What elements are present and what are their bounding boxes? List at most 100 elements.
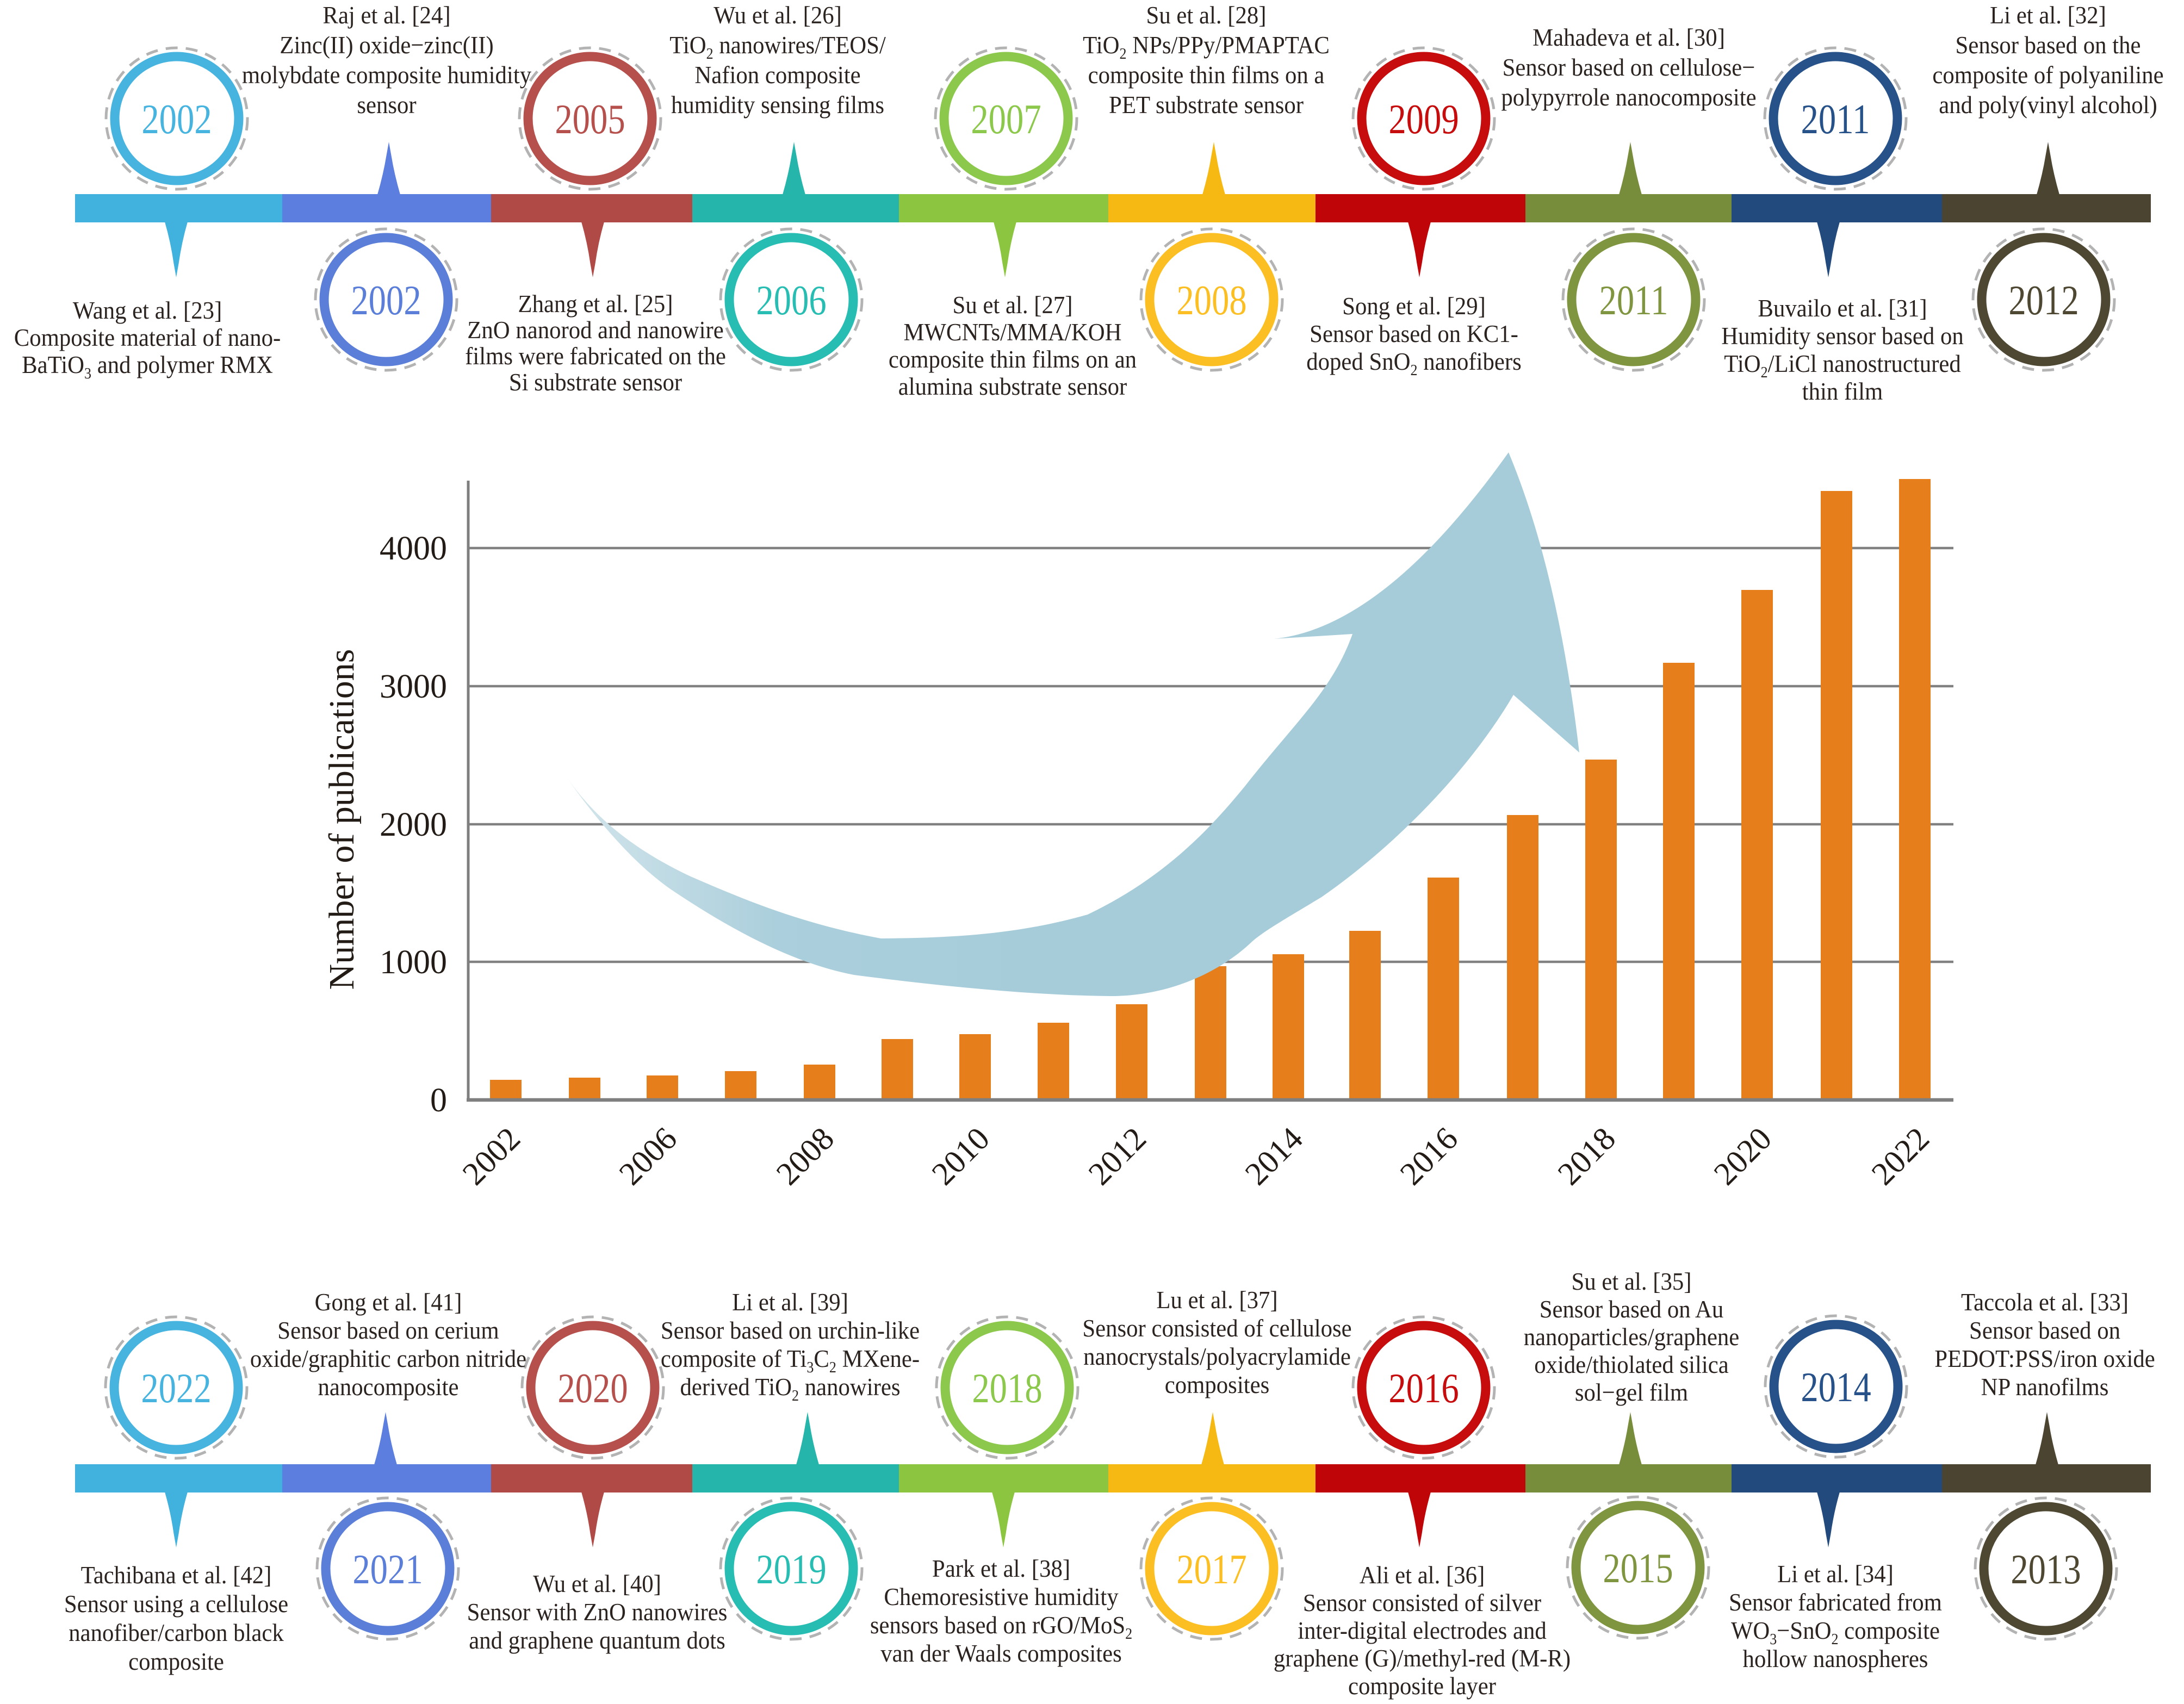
svg-text:4000: 4000 bbox=[380, 530, 447, 567]
svg-text:humidity sensing films: humidity sensing films bbox=[671, 91, 884, 119]
svg-text:composite thin films on an: composite thin films on an bbox=[889, 345, 1137, 374]
svg-text:sensors based on rGO/MoS2​: sensors based on rGO/MoS2​ bbox=[870, 1611, 1132, 1643]
svg-text:and poly(vinyl alcohol): and poly(vinyl alcohol) bbox=[1939, 91, 2157, 119]
svg-text:PET substrate sensor: PET substrate sensor bbox=[1109, 91, 1304, 119]
svg-text:Park et al. [38]: Park et al. [38] bbox=[932, 1554, 1070, 1583]
svg-text:Ali et al. [36]: Ali et al. [36] bbox=[1360, 1561, 1485, 1589]
svg-text:nanoparticles/graphene: nanoparticles/graphene bbox=[1524, 1323, 1740, 1351]
svg-text:2020: 2020 bbox=[557, 1366, 628, 1411]
svg-text:composite: composite bbox=[128, 1647, 224, 1676]
svg-text:Sensor based on: Sensor based on bbox=[1969, 1316, 2120, 1345]
svg-text:2002: 2002 bbox=[351, 278, 421, 324]
svg-text:Su et al. [35]: Su et al. [35] bbox=[1572, 1267, 1692, 1296]
svg-text:MWCNTs/MMA/KOH: MWCNTs/MMA/KOH bbox=[904, 318, 1122, 346]
svg-text:Sensor based on Au: Sensor based on Au bbox=[1540, 1295, 1724, 1323]
svg-text:3000: 3000 bbox=[380, 668, 447, 705]
svg-text:nanofiber/carbon black: nanofiber/carbon black bbox=[69, 1619, 284, 1647]
svg-text:Sensor fabricated from: Sensor fabricated from bbox=[1729, 1588, 1942, 1616]
svg-text:PEDOT:PSS/iron oxide: PEDOT:PSS/iron oxide bbox=[1934, 1345, 2155, 1373]
svg-text:TiO2​/LiCl nanostructured: TiO2​/LiCl nanostructured bbox=[1724, 350, 1961, 381]
svg-text:2019: 2019 bbox=[756, 1547, 826, 1593]
svg-text:oxide/graphitic carbon nitride: oxide/graphitic carbon nitride bbox=[250, 1345, 526, 1373]
svg-text:Tachibana et al. [42]: Tachibana et al. [42] bbox=[81, 1561, 272, 1589]
svg-text:2002: 2002 bbox=[141, 97, 212, 142]
svg-text:2006: 2006 bbox=[756, 278, 826, 324]
svg-text:composite thin films on a: composite thin films on a bbox=[1088, 61, 1325, 89]
svg-text:2014: 2014 bbox=[1801, 1365, 1871, 1410]
svg-text:2021: 2021 bbox=[352, 1547, 423, 1593]
svg-text:Number of publications: Number of publications bbox=[322, 649, 362, 990]
svg-text:inter-digital electrodes and: inter-digital electrodes and bbox=[1298, 1616, 1547, 1645]
svg-text:Li et al. [32]: Li et al. [32] bbox=[1990, 1, 2106, 29]
svg-text:2005: 2005 bbox=[555, 97, 625, 142]
svg-text:Zhang et al. [25]: Zhang et al. [25] bbox=[518, 290, 673, 318]
svg-text:and graphene quantum dots: and graphene quantum dots bbox=[469, 1626, 725, 1655]
svg-text:Buvailo et al. [31]: Buvailo et al. [31] bbox=[1758, 294, 1927, 322]
svg-text:graphene (G)/methyl-red (M-R): graphene (G)/methyl-red (M-R) bbox=[1274, 1644, 1571, 1672]
svg-text:Nafion composite: Nafion composite bbox=[694, 61, 860, 89]
svg-text:2022: 2022 bbox=[141, 1366, 211, 1411]
svg-text:Sensor with ZnO nanowires: Sensor with ZnO nanowires bbox=[467, 1598, 728, 1626]
svg-text:2018: 2018 bbox=[972, 1366, 1042, 1411]
svg-text:molybdate composite humidity: molybdate composite humidity bbox=[242, 61, 532, 89]
svg-text:composite layer: composite layer bbox=[1348, 1672, 1496, 1700]
svg-text:2000: 2000 bbox=[380, 806, 447, 843]
svg-text:hollow nanospheres: hollow nanospheres bbox=[1743, 1645, 1928, 1673]
svg-text:composite of polyaniline: composite of polyaniline bbox=[1932, 61, 2163, 89]
svg-text:2013: 2013 bbox=[2011, 1547, 2081, 1593]
svg-text:Sensor consisted of cellulose: Sensor consisted of cellulose bbox=[1082, 1314, 1351, 1342]
svg-text:2009: 2009 bbox=[1388, 97, 1459, 142]
svg-text:2016: 2016 bbox=[1388, 1366, 1459, 1411]
svg-text:Song et al. [29]: Song et al. [29] bbox=[1342, 292, 1486, 320]
svg-text:2008: 2008 bbox=[1176, 278, 1246, 324]
svg-text:Sensor based on cellulose−: Sensor based on cellulose− bbox=[1503, 53, 1755, 82]
svg-text:nanocrystals/polyacrylamide: nanocrystals/polyacrylamide bbox=[1083, 1342, 1351, 1371]
svg-text:Composite material of nano-: Composite material of nano- bbox=[14, 324, 281, 352]
svg-text:2007: 2007 bbox=[971, 97, 1041, 142]
svg-text:Su et al. [28]: Su et al. [28] bbox=[1146, 1, 1267, 29]
svg-text:Wang et al. [23]: Wang et al. [23] bbox=[73, 296, 222, 325]
svg-text:Li et al. [39]: Li et al. [39] bbox=[732, 1288, 848, 1316]
svg-text:sol−gel film: sol−gel film bbox=[1575, 1378, 1688, 1407]
svg-text:Si substrate sensor: Si substrate sensor bbox=[509, 368, 682, 396]
svg-text:oxide/thiolated silica: oxide/thiolated silica bbox=[1534, 1351, 1729, 1379]
svg-text:Sensor based on the: Sensor based on the bbox=[1956, 31, 2141, 59]
svg-text:polypyrrole nanocomposite: polypyrrole nanocomposite bbox=[1501, 83, 1756, 111]
svg-text:sensor: sensor bbox=[357, 91, 416, 119]
svg-text:2015: 2015 bbox=[1603, 1546, 1673, 1591]
svg-text:thin film: thin film bbox=[1802, 377, 1883, 406]
svg-text:derived TiO2​ nanowires: derived TiO2​ nanowires bbox=[680, 1373, 900, 1404]
svg-text:Humidity sensor based on: Humidity sensor based on bbox=[1721, 322, 1963, 350]
svg-text:Wu et al. [26]: Wu et al. [26] bbox=[713, 1, 842, 29]
svg-text:2011: 2011 bbox=[1599, 278, 1668, 324]
svg-text:2012: 2012 bbox=[2008, 278, 2078, 324]
svg-text:Sensor based on urchin-like: Sensor based on urchin-like bbox=[661, 1316, 920, 1345]
svg-text:alumina substrate sensor: alumina substrate sensor bbox=[898, 372, 1127, 401]
svg-text:ZnO nanorod and nanowire: ZnO nanorod and nanowire bbox=[467, 316, 723, 344]
svg-text:Su et al. [27]: Su et al. [27] bbox=[953, 291, 1073, 319]
svg-text:TiO2​ nanowires/TEOS/: TiO2​ nanowires/TEOS/ bbox=[669, 31, 886, 63]
svg-text:Li et al. [34]: Li et al. [34] bbox=[1777, 1560, 1894, 1588]
svg-text:van der Waals composites: van der Waals composites bbox=[880, 1639, 1122, 1668]
svg-text:composite of Ti3​C2​ MXene-: composite of Ti3​C2​ MXene- bbox=[661, 1345, 920, 1376]
svg-text:0: 0 bbox=[430, 1082, 447, 1119]
svg-text:Sensor consisted of silver: Sensor consisted of silver bbox=[1303, 1589, 1542, 1617]
svg-text:1000: 1000 bbox=[380, 944, 447, 981]
svg-text:Sensor based on KC1-: Sensor based on KC1- bbox=[1310, 320, 1518, 348]
svg-text:Raj et al. [24]: Raj et al. [24] bbox=[322, 1, 450, 29]
svg-text:Gong et al. [41]: Gong et al. [41] bbox=[315, 1288, 462, 1316]
svg-text:Taccola et al. [33]: Taccola et al. [33] bbox=[1961, 1288, 2129, 1316]
svg-text:2017: 2017 bbox=[1176, 1547, 1246, 1593]
svg-text:composites: composites bbox=[1165, 1371, 1269, 1399]
svg-text:Chemoresistive humidity: Chemoresistive humidity bbox=[884, 1583, 1119, 1611]
svg-text:Zinc(II) oxide−zinc(II): Zinc(II) oxide−zinc(II) bbox=[280, 31, 493, 59]
svg-text:films were fabricated on the: films were fabricated on the bbox=[465, 342, 726, 370]
svg-text:BaTiO3​ and polymer RMX: BaTiO3​ and polymer RMX bbox=[22, 351, 273, 382]
svg-text:Lu et al. [37]: Lu et al. [37] bbox=[1156, 1286, 1277, 1314]
svg-text:Mahadeva et al. [30]: Mahadeva et al. [30] bbox=[1532, 23, 1725, 52]
svg-text:NP nanofilms: NP nanofilms bbox=[1981, 1373, 2109, 1401]
svg-text:Sensor based on cerium: Sensor based on cerium bbox=[277, 1316, 499, 1345]
svg-text:Sensor using a cellulose: Sensor using a cellulose bbox=[64, 1590, 288, 1618]
svg-text:2011: 2011 bbox=[1801, 97, 1870, 142]
svg-text:nanocomposite: nanocomposite bbox=[318, 1373, 459, 1401]
